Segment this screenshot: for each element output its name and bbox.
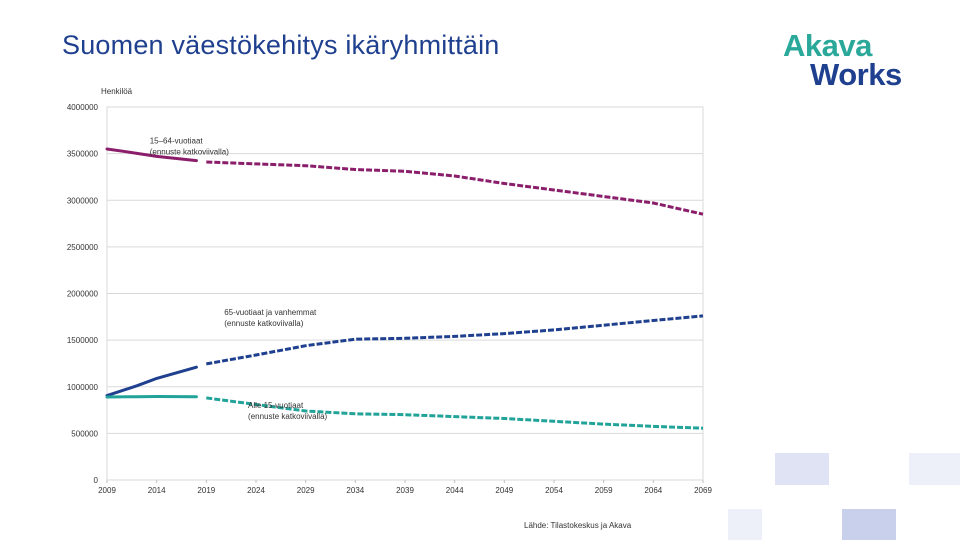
y-tick-label: 500000 bbox=[71, 429, 98, 438]
x-tick-label: 2069 bbox=[694, 486, 712, 495]
y-tick-label: 1500000 bbox=[67, 336, 99, 345]
y-tick-label: 4000000 bbox=[67, 103, 99, 112]
x-tick-label: 2064 bbox=[644, 486, 662, 495]
x-tick-label: 2054 bbox=[545, 486, 563, 495]
x-tick-label: 2024 bbox=[247, 486, 265, 495]
decor-square bbox=[728, 509, 762, 540]
y-tick-label: 0 bbox=[94, 476, 99, 485]
decor-square bbox=[909, 453, 960, 485]
x-tick-label: 2059 bbox=[595, 486, 613, 495]
page-title: Suomen väestökehitys ikäryhmittäin bbox=[62, 30, 500, 60]
x-tick-label: 2044 bbox=[446, 486, 464, 495]
working_age-annotation: (ennuste katkoviivalla) bbox=[150, 147, 229, 156]
elderly-annotation: (ennuste katkoviivalla) bbox=[224, 319, 303, 328]
akava-works-logo: Akava Works bbox=[783, 30, 923, 92]
elderly-actual-line bbox=[105, 365, 198, 398]
x-tick-label: 2009 bbox=[98, 486, 116, 495]
y-tick-label: 3500000 bbox=[67, 150, 99, 159]
x-tick-label: 2014 bbox=[148, 486, 166, 495]
working_age-forecast-line bbox=[206, 160, 704, 216]
elderly-forecast-line bbox=[206, 314, 704, 366]
y-axis-label: Henkilöä bbox=[101, 87, 133, 96]
working_age-actual-line bbox=[105, 147, 198, 163]
decor-square bbox=[775, 453, 829, 485]
y-tick-label: 3000000 bbox=[67, 196, 99, 205]
y-tick-label: 2000000 bbox=[67, 290, 99, 299]
decor-square bbox=[842, 509, 896, 540]
working_age-annotation: 15–64-vuotiaat bbox=[150, 136, 204, 145]
children-actual-line bbox=[105, 395, 198, 399]
children-annotation: (ennuste katkoviivalla) bbox=[248, 412, 327, 421]
y-tick-label: 1000000 bbox=[67, 383, 99, 392]
y-tick-label: 2500000 bbox=[67, 243, 99, 252]
x-tick-label: 2029 bbox=[297, 486, 315, 495]
logo-line-1: Akava bbox=[783, 28, 872, 63]
x-tick-label: 2049 bbox=[495, 486, 513, 495]
x-tick-label: 2039 bbox=[396, 486, 414, 495]
x-tick-label: 2019 bbox=[197, 486, 215, 495]
x-tick-label: 2034 bbox=[346, 486, 364, 495]
logo-line-2: Works bbox=[810, 57, 902, 92]
source-note: Lähde: Tilastokeskus ja Akava bbox=[524, 521, 632, 530]
children-forecast-line bbox=[206, 396, 704, 430]
elderly-annotation: 65-vuotiaat ja vanhemmat bbox=[224, 308, 317, 317]
children-annotation: Alle 15-vuotiaat bbox=[248, 401, 304, 410]
